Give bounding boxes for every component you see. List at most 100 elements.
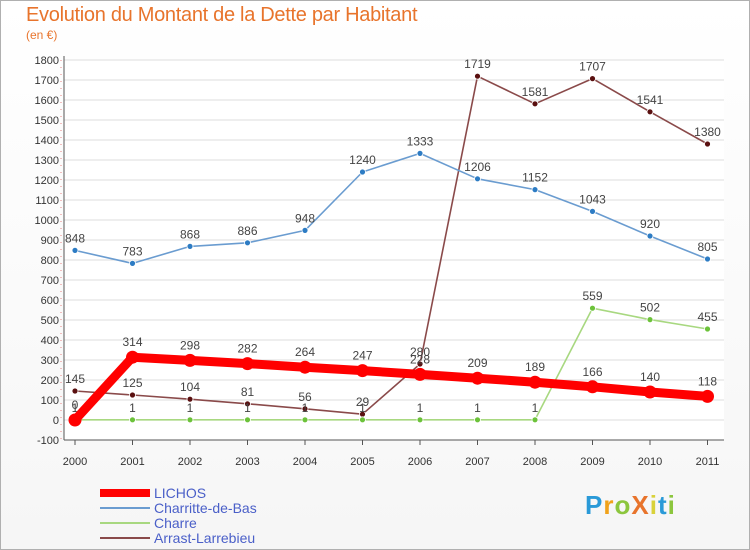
data-point-arrast-larrebieu <box>186 395 194 403</box>
series-line-lichos <box>70 352 712 425</box>
data-point-charritte-de-bas <box>359 168 366 176</box>
data-label-arrast-larrebieu: 1581 <box>522 85 549 99</box>
data-point-charre <box>129 416 136 424</box>
y-tick-label: 200 <box>41 375 59 387</box>
y-tick-label: 600 <box>41 295 59 307</box>
y-tick-label: 800 <box>41 255 59 267</box>
data-label-arrast-larrebieu: 104 <box>180 380 200 394</box>
x-tick-label: 2010 <box>638 456 662 468</box>
data-label-charritte-de-bas: 1333 <box>407 134 434 148</box>
series-line-arrast-larrebieu <box>74 75 709 416</box>
data-point-lichos <box>471 371 484 385</box>
data-label-lichos: 140 <box>640 370 660 384</box>
data-point-charritte-de-bas <box>531 186 539 194</box>
data-point-charre <box>474 416 481 424</box>
data-label-arrast-larrebieu: 1707 <box>579 60 606 74</box>
data-point-lichos <box>701 389 714 403</box>
y-tick-label: 1300 <box>35 155 59 167</box>
data-label-lichos: 189 <box>525 360 545 374</box>
data-label-charre: 1 <box>359 401 366 415</box>
y-tick-label: 700 <box>41 275 59 287</box>
data-label-charre: 1 <box>72 401 79 415</box>
x-tick-label: 2002 <box>178 456 202 468</box>
logo-letter: X <box>631 490 650 520</box>
data-label-charre: 502 <box>640 301 660 315</box>
data-point-charre <box>531 416 539 424</box>
data-point-arrast-larrebieu <box>416 360 424 368</box>
data-point-charre <box>359 416 366 424</box>
data-label-arrast-larrebieu: 145 <box>65 372 85 386</box>
chart-title: Evolution du Montant de la Dette par Hab… <box>26 4 418 26</box>
data-label-charre: 1 <box>474 401 481 415</box>
data-label-arrast-larrebieu: 1380 <box>694 125 721 139</box>
data-label-arrast-larrebieu: 1541 <box>637 93 664 107</box>
data-point-lichos <box>586 380 599 394</box>
data-label-charre: 559 <box>582 289 602 303</box>
logo-letter: P <box>585 490 604 520</box>
data-point-lichos <box>298 360 312 374</box>
data-label-lichos: 228 <box>410 352 430 366</box>
y-tick-label: 1200 <box>35 175 59 187</box>
data-label-charre: 1 <box>417 401 424 415</box>
data-label-arrast-larrebieu: 1719 <box>464 57 491 71</box>
data-point-lichos <box>126 350 139 364</box>
data-label-charritte-de-bas: 805 <box>697 240 717 254</box>
logo-letter: o <box>614 490 632 520</box>
x-tick-label: 2005 <box>350 456 374 468</box>
data-label-charritte-de-bas: 920 <box>640 217 660 231</box>
data-label-charritte-de-bas: 1206 <box>464 160 491 174</box>
data-label-charre: 455 <box>697 310 717 324</box>
y-tick-label: 900 <box>41 235 59 247</box>
proxiti-logo: ProXiti <box>585 490 676 521</box>
data-label-arrast-larrebieu: 56 <box>298 390 312 404</box>
data-point-charre <box>301 416 309 424</box>
x-tick-label: 2003 <box>235 456 259 468</box>
data-label-charritte-de-bas: 868 <box>180 227 200 241</box>
y-tick-label: 1700 <box>35 75 59 87</box>
data-point-charre <box>704 325 711 333</box>
y-tick-label: 0 <box>53 415 59 427</box>
y-tick-label: 500 <box>41 315 59 327</box>
data-point-lichos <box>356 364 369 378</box>
data-label-charre: 1 <box>302 401 309 415</box>
data-label-charritte-de-bas: 783 <box>122 244 142 258</box>
data-point-charritte-de-bas <box>646 232 654 240</box>
data-label-charre: 1 <box>129 401 136 415</box>
data-label-lichos: 298 <box>180 338 200 352</box>
data-point-arrast-larrebieu <box>531 100 539 108</box>
data-label-charritte-de-bas: 886 <box>237 224 257 238</box>
series-line-charritte-de-bas <box>74 152 709 265</box>
y-tick-label: 1100 <box>35 195 59 207</box>
data-point-lichos <box>528 375 542 389</box>
data-label-arrast-larrebieu: 125 <box>122 376 142 390</box>
data-point-charre <box>186 416 194 424</box>
y-tick-label: 1500 <box>35 115 59 127</box>
data-point-arrast-larrebieu <box>301 405 309 413</box>
legend-item: Charre <box>100 515 197 531</box>
y-tick-label: 400 <box>41 335 59 347</box>
data-point-charritte-de-bas <box>704 255 711 263</box>
data-point-charritte-de-bas <box>244 239 251 247</box>
x-tick-label: 2011 <box>696 456 720 468</box>
data-point-charre <box>646 316 654 324</box>
data-label-lichos: 282 <box>237 342 257 356</box>
legend-swatch <box>100 537 150 539</box>
data-label-charritte-de-bas: 1240 <box>349 153 376 167</box>
y-tick-label: 100 <box>41 395 59 407</box>
y-tick-label: 1600 <box>35 95 59 107</box>
legend-label: Arrast-Larrebieu <box>154 530 256 546</box>
legend-item: Arrast-Larrebieu <box>100 530 256 546</box>
data-label-lichos: 118 <box>698 374 717 388</box>
data-label-charre: 1 <box>187 401 194 415</box>
data-label-arrast-larrebieu: 81 <box>241 385 255 399</box>
logo-letter: i <box>649 490 658 520</box>
legend-label: LICHOS <box>154 485 207 501</box>
x-tick-label: 2006 <box>408 456 432 468</box>
data-label-charre: 1 <box>532 401 539 415</box>
data-point-charritte-de-bas <box>301 226 309 234</box>
data-point-charre <box>589 304 596 312</box>
legend-label: Charre <box>154 515 197 531</box>
data-label-lichos: 209 <box>467 356 487 370</box>
data-point-arrast-larrebieu <box>129 391 136 399</box>
data-label-charritte-de-bas: 948 <box>295 211 315 225</box>
